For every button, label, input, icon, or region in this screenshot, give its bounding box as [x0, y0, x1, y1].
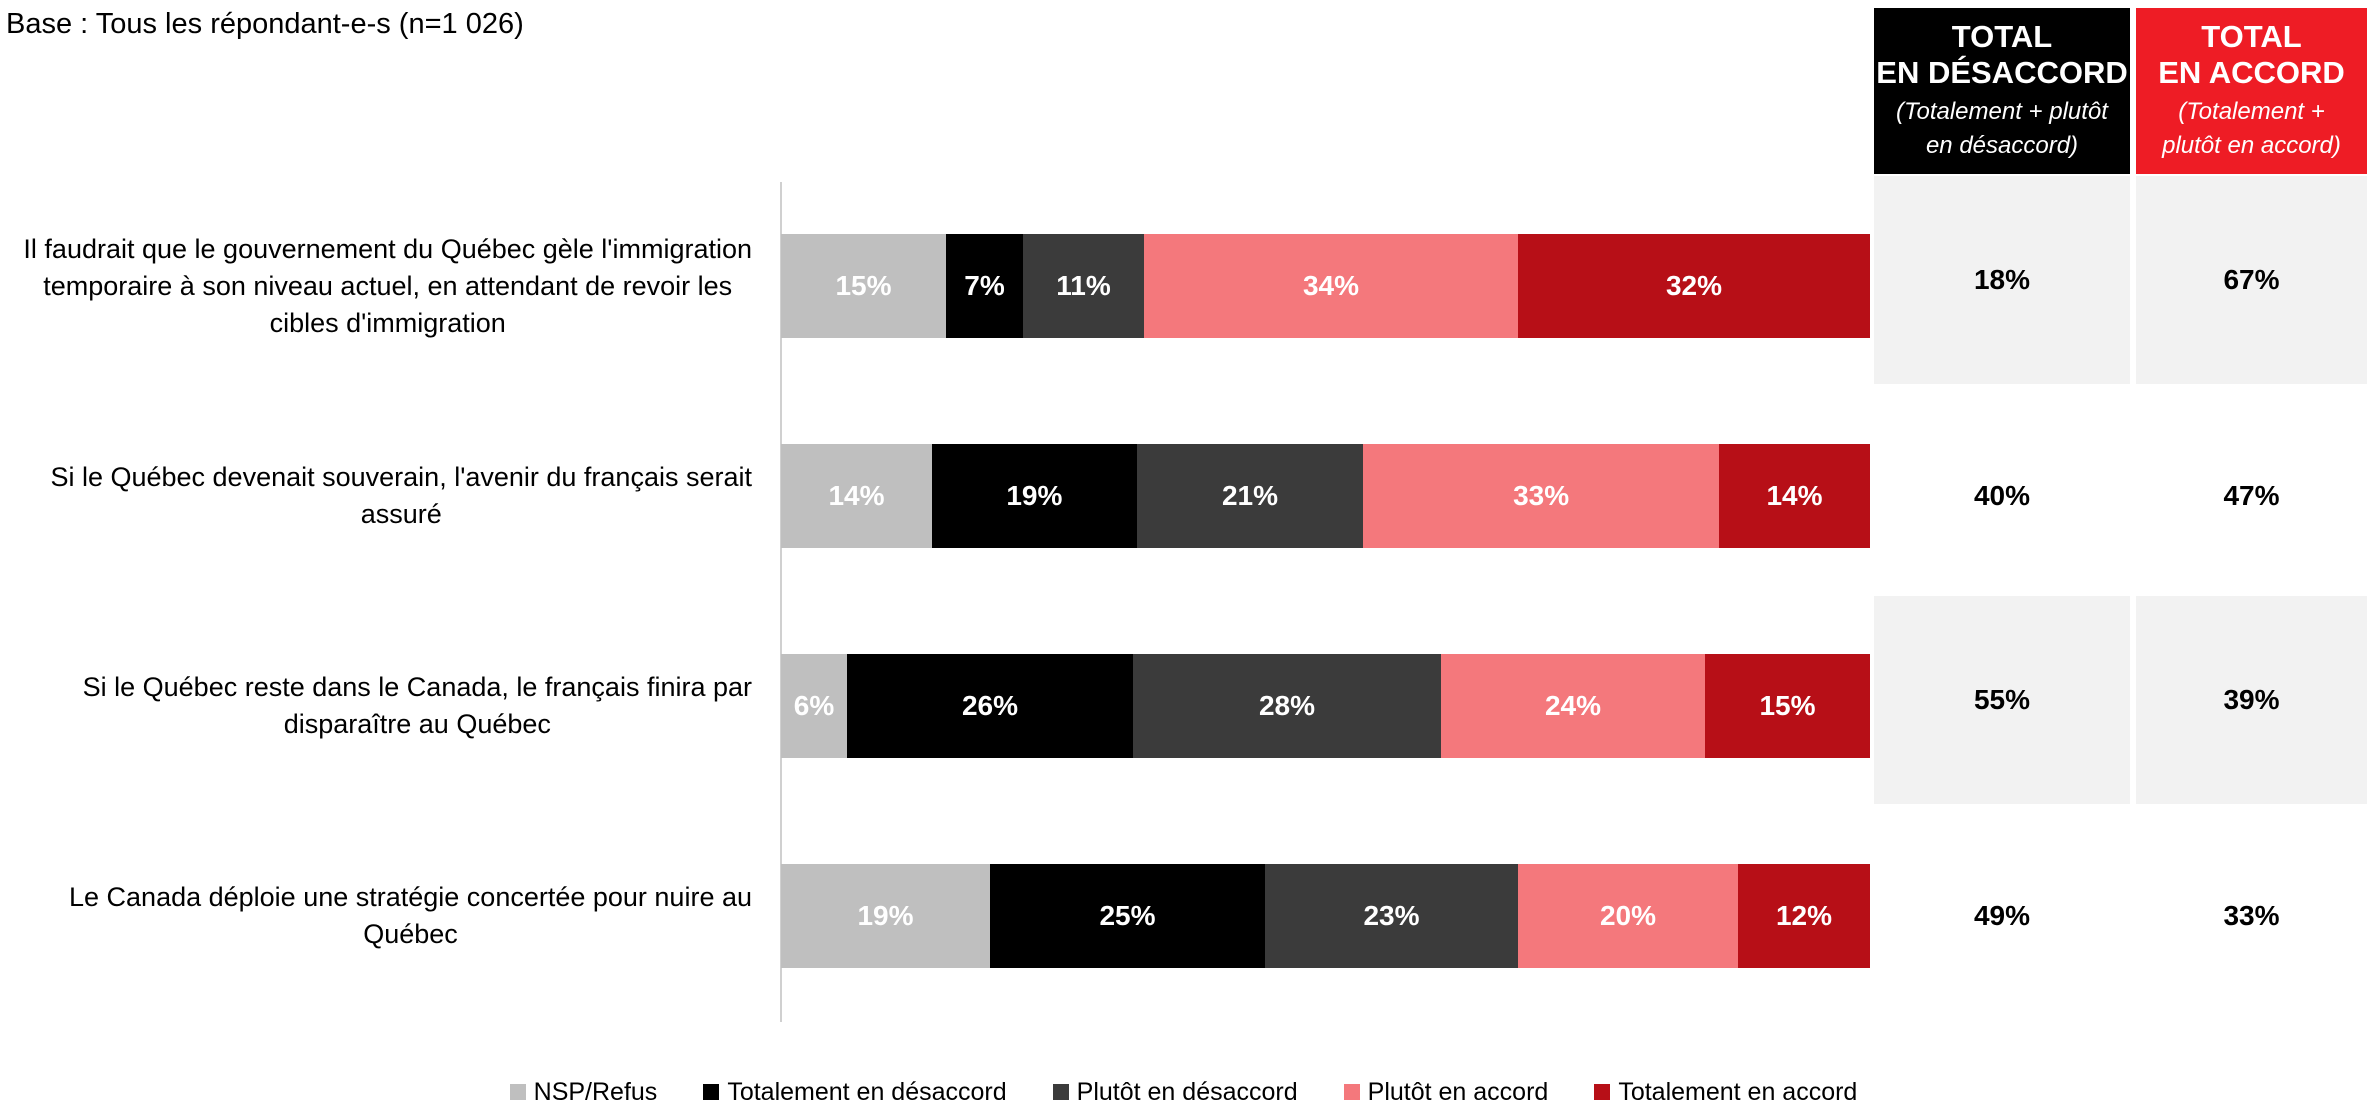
header-disagree-sub1: (Totalement + plutôt [1896, 98, 2108, 125]
bar-segment-nsp: 14% [781, 444, 932, 548]
category-label: Il faudrait que le gouvernement du Québe… [0, 226, 752, 346]
legend-item-totalement-desaccord: Totalement en désaccord [703, 1072, 1007, 1112]
legend-swatch [1343, 1084, 1360, 1100]
total-agree-cell: 47% [2223, 480, 2280, 511]
legend-item-nsp: NSP/Refus [509, 1072, 658, 1112]
category-label-line: temporaire à son niveau actuel, en atten… [43, 270, 733, 301]
total-disagree-cell: 55% [1874, 596, 2130, 804]
header-total-agree: TOTAL EN ACCORD (Totalement + plutôt en … [2136, 8, 2367, 174]
chart-legend: NSP/Refus Totalement en désaccord Plutôt e… [0, 1072, 2367, 1112]
total-disagree-cell: 40% [1973, 480, 2031, 511]
chart-axis-line [780, 182, 782, 1022]
bar-segment-nsp: 15% [781, 234, 946, 338]
bar-data-label: 19% [857, 900, 914, 931]
bar-segment-plutot-accord: 20% [1518, 864, 1738, 968]
category-label-line: assuré [360, 499, 442, 529]
bar-data-label: 24% [1544, 690, 1602, 721]
bar-data-label: 19% [1006, 480, 1063, 511]
bar-segment-plutot-accord: 24% [1441, 654, 1705, 758]
legend-label: Totalement en désaccord [727, 1077, 1007, 1106]
bar-segment-totalement-desaccord: 7% [946, 234, 1023, 338]
header-agree-sub1: (Totalement + [2178, 98, 2325, 125]
category-label-text: Si le Québec devenait souverain, l'aveni… [50, 459, 752, 533]
bar-segment-plutot-desaccord: 28% [1133, 654, 1441, 758]
bar-segment-plutot-desaccord: 21% [1136, 444, 1364, 548]
category-label-text: Le Canada déploie une stratégie concerté… [69, 879, 752, 953]
header-agree-sub2: plutôt en accord) [2162, 132, 2341, 159]
bar-data-label: 32% [1665, 270, 1723, 301]
header-agree-line2: EN ACCORD [2158, 55, 2345, 90]
category-label: Si le Québec reste dans le Canada, le fr… [0, 646, 752, 766]
bar-data-label: 12% [1775, 900, 1833, 931]
bar-segment-plutot-desaccord: 23% [1265, 864, 1518, 968]
category-label-line: Si le Québec reste dans le Canada, le fr… [82, 672, 752, 702]
category-label: Le Canada déploie une stratégie concerté… [0, 856, 752, 976]
bar-data-label: 15% [1759, 690, 1816, 721]
legend-label: Plutôt en accord [1367, 1077, 1549, 1106]
bar-segment-totalement-desaccord: 25% [990, 864, 1265, 968]
legend-item-totalement-accord: Totalement en accord [1594, 1072, 1857, 1112]
legend-label: Plutôt en désaccord [1076, 1077, 1298, 1106]
legend-swatch [703, 1084, 720, 1100]
bar-segment-totalement-desaccord: 19% [931, 444, 1137, 548]
bar-data-label: 11% [1056, 270, 1111, 301]
legend-item-plutot-accord: Plutôt en accord [1343, 1072, 1549, 1112]
legend-swatch [1594, 1084, 1611, 1100]
header-agree-line1: TOTAL [2201, 19, 2302, 54]
header-disagree-line1: TOTAL [1951, 19, 2053, 54]
bar-data-label: 34% [1302, 270, 1360, 301]
legend-swatch [509, 1084, 526, 1100]
category-label-line: Québec [363, 919, 458, 949]
bar-data-label: 28% [1258, 690, 1316, 721]
category-label-line: Le Canada déploie une stratégie concerté… [69, 882, 752, 912]
category-label-text: Il faudrait que le gouvernement du Québe… [23, 231, 752, 342]
bar-segment-totalement-accord: 32% [1518, 234, 1870, 338]
bar-segment-totalement-accord: 12% [1738, 864, 1870, 968]
category-label-line: Si le Québec devenait souverain, l'aveni… [50, 462, 752, 492]
base-note: Base : Tous les répondant-e-s (n=1 026) [6, 8, 524, 40]
bar-segment-totalement-accord: 15% [1705, 654, 1870, 758]
category-label-line: Il faudrait que le gouvernement du Québe… [23, 233, 752, 264]
bar-data-label: 15% [835, 270, 892, 301]
header-disagree-sub2: en désaccord) [1925, 132, 2079, 159]
bar-data-label: 25% [1099, 900, 1156, 931]
legend-label: Totalement en accord [1618, 1077, 1858, 1106]
bar-segment-plutot-desaccord: 11% [1023, 234, 1144, 338]
bar-segment-totalement-accord: 14% [1719, 444, 1870, 548]
bar-data-label: 14% [828, 480, 885, 511]
total-disagree-cell: 18% [1874, 176, 2130, 384]
total-agree-cell: 39% [2136, 596, 2367, 804]
bar-data-label: 33% [1513, 480, 1570, 511]
bar-data-label: 23% [1363, 900, 1420, 931]
bar-data-label: 6% [793, 690, 835, 721]
legend-swatch [1052, 1084, 1069, 1100]
legend-item-plutot-desaccord: Plutôt en désaccord [1052, 1072, 1298, 1112]
bar-data-label: 14% [1766, 480, 1823, 511]
bar-data-label: 21% [1221, 480, 1279, 511]
bar-segment-nsp: 6% [781, 654, 847, 758]
category-label-line: cibles d'immigration [269, 307, 506, 338]
bar-data-label: 26% [961, 690, 1019, 721]
header-total-disagree: TOTAL EN DÉSACCORD (Totalement + plutôt … [1874, 8, 2130, 174]
bar-data-label: 7% [964, 270, 1005, 301]
total-agree-cell: 67% [2136, 176, 2367, 384]
bar-data-label: 20% [1599, 900, 1657, 931]
category-label-text: Si le Québec reste dans le Canada, le fr… [83, 669, 752, 743]
bar-segment-plutot-accord: 33% [1363, 444, 1720, 548]
total-agree-cell: 33% [2223, 900, 2280, 931]
header-disagree-line2: EN DÉSACCORD [1876, 55, 2128, 90]
total-disagree-cell: 49% [1973, 900, 2031, 931]
bar-segment-nsp: 19% [781, 864, 990, 968]
category-label: Si le Québec devenait souverain, l'aveni… [0, 436, 752, 556]
category-label-line: disparaître au Québec [283, 709, 551, 739]
legend-label: NSP/Refus [533, 1077, 658, 1106]
bar-segment-plutot-accord: 34% [1144, 234, 1518, 338]
bar-segment-totalement-desaccord: 26% [847, 654, 1133, 758]
